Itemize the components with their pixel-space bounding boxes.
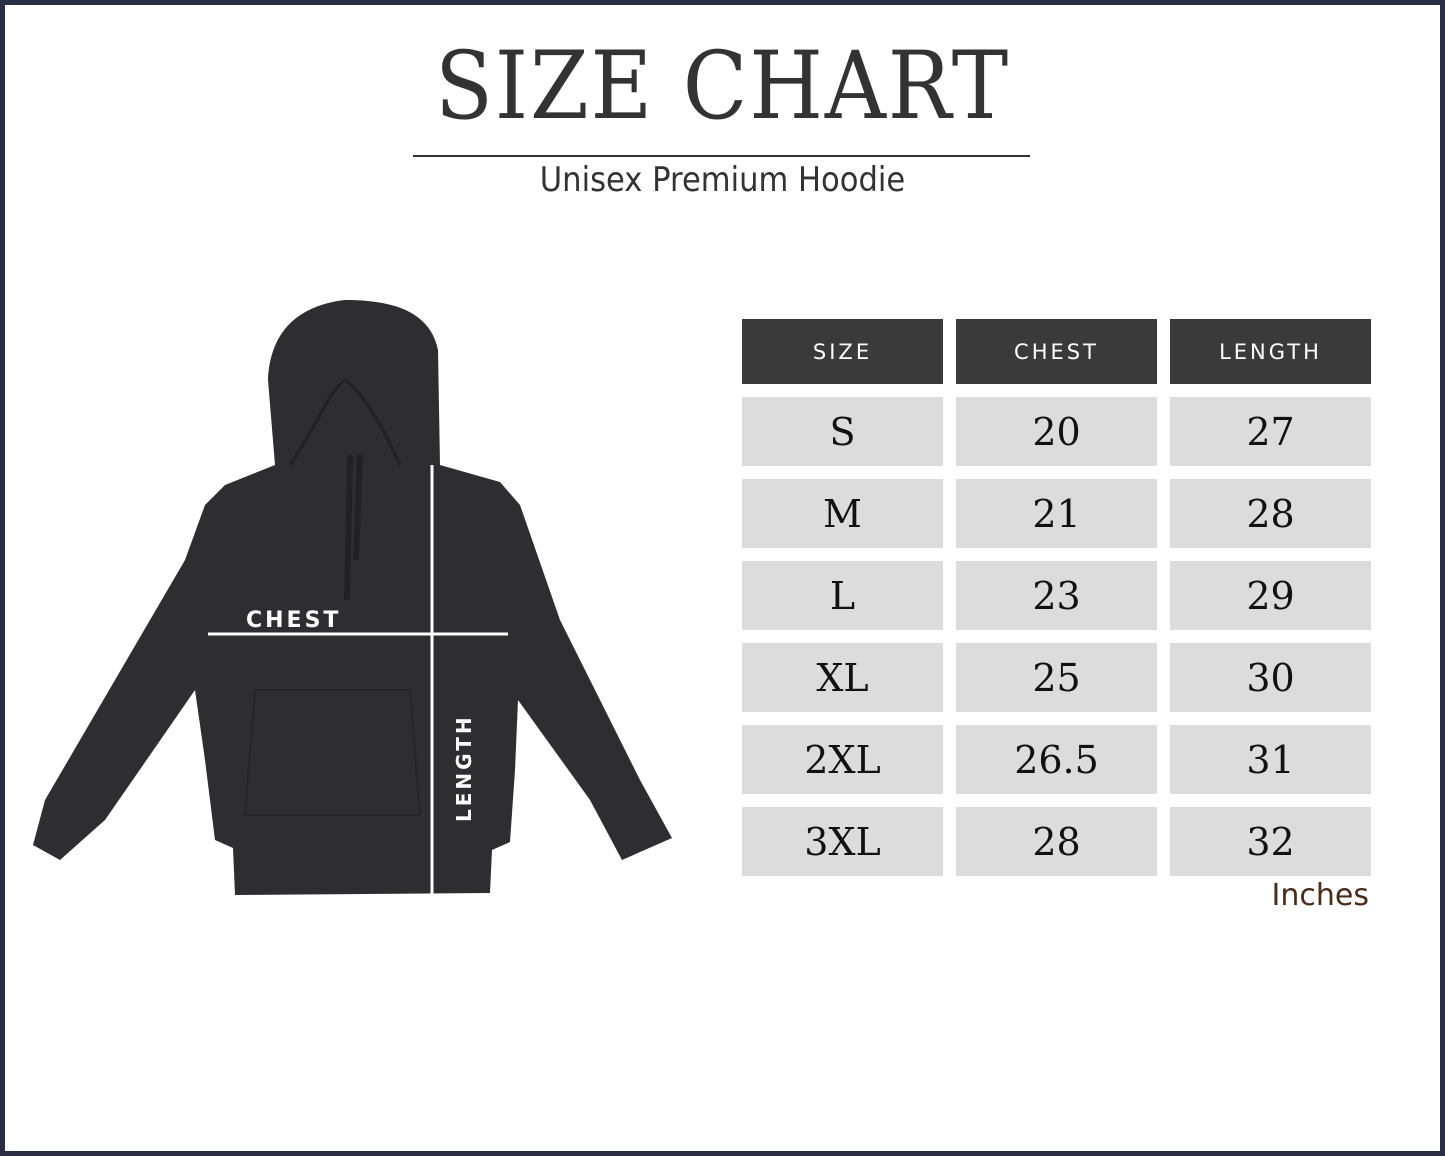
page-subtitle: Unisex Premium Hoodie [539,160,906,200]
cell-chest: 23 [956,561,1157,630]
cell-length: 30 [1170,643,1371,712]
cell-chest: 26.5 [956,725,1157,794]
cell-length: 27 [1170,397,1371,466]
cell-chest: 20 [956,397,1157,466]
chest-label: CHEST [246,608,341,633]
cell-chest: 21 [956,479,1157,548]
cell-length: 32 [1170,807,1371,876]
cell-length: 29 [1170,561,1371,630]
cell-size: S [742,397,943,466]
unit-label: Inches [1271,878,1369,913]
length-label: LENGTH [452,714,476,822]
page-title: SIZE CHART [434,32,1011,141]
cell-size: L [742,561,943,630]
cell-size: XL [742,643,943,712]
hoodie-diagram: CHEST LENGTH [33,300,672,895]
cell-length: 31 [1170,725,1371,794]
header-size: SIZE [742,319,943,384]
cell-size: 2XL [742,725,943,794]
title-divider [413,155,1030,157]
cell-size: 3XL [742,807,943,876]
cell-chest: 25 [956,643,1157,712]
cell-chest: 28 [956,807,1157,876]
cell-length: 28 [1170,479,1371,548]
header-chest: CHEST [956,319,1157,384]
header-length: LENGTH [1170,319,1371,384]
cell-size: M [742,479,943,548]
hoodie-image [33,300,672,895]
